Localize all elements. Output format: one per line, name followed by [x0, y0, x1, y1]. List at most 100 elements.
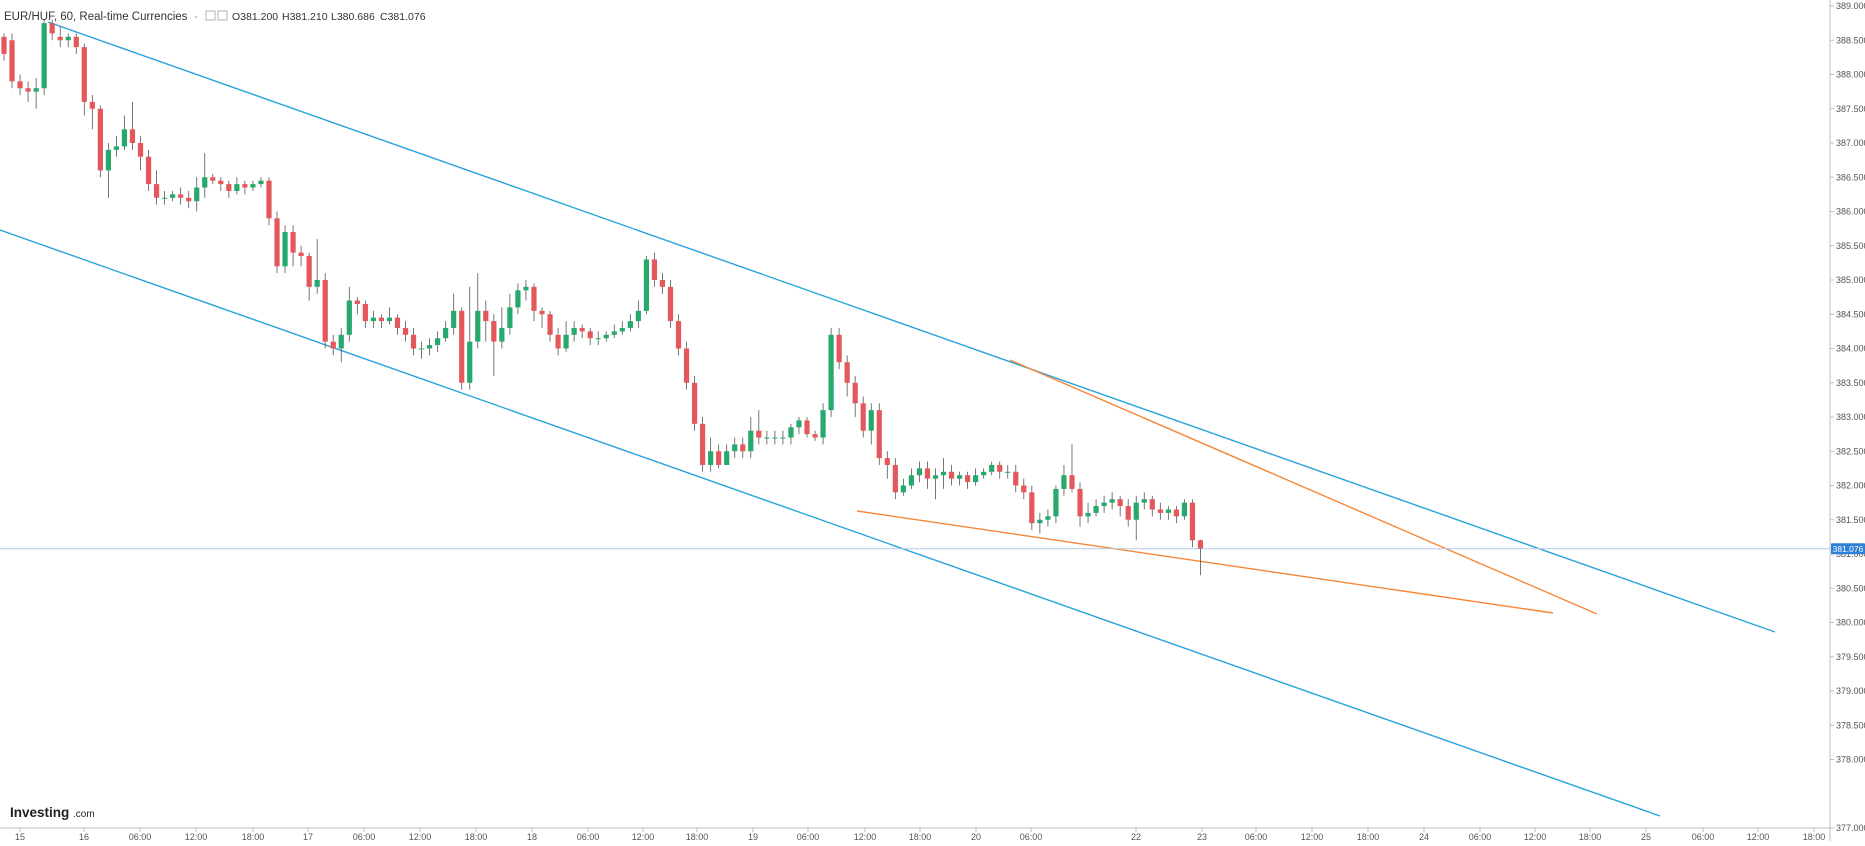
candle-up: [908, 475, 914, 486]
candle-up: [611, 331, 617, 335]
candle-up: [418, 348, 425, 350]
candle-down: [330, 341, 336, 349]
candle-down: [804, 420, 810, 435]
channel-lower-line[interactable]: [0, 229, 1661, 817]
candle-up: [932, 475, 939, 479]
price-tick-label: 380.500: [1836, 583, 1865, 593]
trend-lines[interactable]: [0, 21, 1776, 817]
header-dash: -: [194, 11, 198, 23]
time-tick-label: 06:00: [1245, 832, 1268, 841]
candle-up: [708, 451, 714, 465]
candle-up: [202, 177, 208, 188]
candle-down: [218, 180, 224, 185]
candle-down: [812, 434, 818, 438]
candle-up: [595, 338, 601, 340]
candle-up: [780, 437, 786, 439]
time-tick-label: 18:00: [909, 832, 932, 841]
candle-up: [443, 327, 449, 339]
candle-up: [724, 451, 730, 465]
candle-down: [17, 81, 23, 89]
visibility-icon[interactable]: [217, 10, 228, 21]
price-tick-label: 383.500: [1836, 378, 1865, 388]
candle-up: [1181, 502, 1188, 517]
investing-logo: Investing .com: [10, 805, 95, 820]
candle-up: [732, 444, 738, 452]
candle-up: [1165, 509, 1171, 513]
wedge-upper-line[interactable]: [1009, 359, 1598, 615]
candle-up: [282, 232, 288, 267]
price-tick-label: 387.500: [1836, 104, 1865, 114]
candle-up: [603, 334, 609, 339]
price-tick-label: 381.500: [1836, 515, 1865, 525]
candle-up: [820, 410, 826, 438]
last-price-badge: 381.076: [1831, 543, 1865, 555]
candle-up: [162, 197, 168, 199]
candle-down: [57, 36, 63, 41]
close-value: C381.076: [380, 11, 426, 23]
time-tick-label: 12:00: [1301, 832, 1324, 841]
time-tick-label: 18: [527, 832, 537, 841]
candle-down: [884, 458, 890, 465]
candle-up: [234, 184, 240, 191]
candle-down: [274, 218, 280, 267]
candle-up: [475, 310, 481, 342]
wedge-lower-line[interactable]: [856, 510, 1554, 614]
time-tick-label: 18:00: [1803, 832, 1826, 841]
candle-up: [426, 345, 433, 349]
time-tick-label: 06:00: [353, 832, 376, 841]
candle-up: [194, 187, 200, 202]
price-tick-label: 389.000: [1836, 1, 1865, 11]
candle-down: [667, 286, 674, 322]
price-tick-label: 386.000: [1836, 207, 1865, 217]
candle-up: [643, 259, 649, 311]
candle-up: [635, 310, 641, 322]
candle-down: [1157, 509, 1163, 513]
candle-down: [740, 444, 746, 452]
time-tick-label: 19: [748, 832, 758, 841]
candle-up: [41, 23, 47, 89]
candle-down: [756, 430, 762, 438]
price-tick-label: 382.500: [1836, 446, 1865, 456]
candle-down: [145, 156, 152, 185]
candle-up: [627, 321, 633, 328]
candle-up: [828, 334, 834, 411]
candle-down: [860, 403, 866, 431]
candle-up: [105, 149, 111, 171]
time-tick-label: 12:00: [632, 832, 655, 841]
candle-up: [338, 334, 344, 349]
price-tick-label: 380.000: [1836, 618, 1865, 628]
time-tick-label: 06:00: [129, 832, 152, 841]
price-axis-ticks: 389.000 388.500 388.000 387.500 387.000 386.5…: [1830, 1, 1865, 833]
price-tick-label: 379.000: [1836, 686, 1865, 696]
candle-down: [178, 194, 184, 198]
candle-up: [121, 129, 128, 147]
candle-up: [499, 327, 505, 342]
candle-down: [186, 197, 192, 202]
candle-down: [306, 256, 312, 287]
candle-down: [242, 184, 248, 188]
candle-up: [940, 471, 947, 476]
candle-up: [1053, 488, 1059, 517]
candle-down: [1021, 485, 1027, 493]
chart-header: EUR/HUF, 60, Real-time Currencies - O381…: [4, 10, 426, 23]
time-tick-label: 22: [1131, 832, 1141, 841]
candle-up: [1141, 499, 1147, 503]
high-value: H381.210: [282, 11, 328, 23]
settings-icon[interactable]: [205, 10, 216, 21]
time-tick-label: 12:00: [1524, 832, 1547, 841]
candle-up: [989, 464, 995, 472]
time-tick-label: 18:00: [465, 832, 488, 841]
time-tick-label: 12:00: [854, 832, 877, 841]
time-axis-ticks: 15 16 06:00 12:00 18:00 17 06:00 12:00 18:00 18 06…: [15, 828, 1826, 842]
candle-down: [836, 334, 842, 363]
channel-upper-line[interactable]: [47, 21, 1776, 633]
time-tick-label: 12:00: [409, 832, 432, 841]
candle-down: [948, 471, 955, 479]
candle-down: [1117, 499, 1123, 507]
candle-up: [314, 280, 320, 287]
candle-up: [113, 146, 120, 150]
time-tick-label: 06:00: [797, 832, 820, 841]
candle-down: [1189, 502, 1196, 541]
